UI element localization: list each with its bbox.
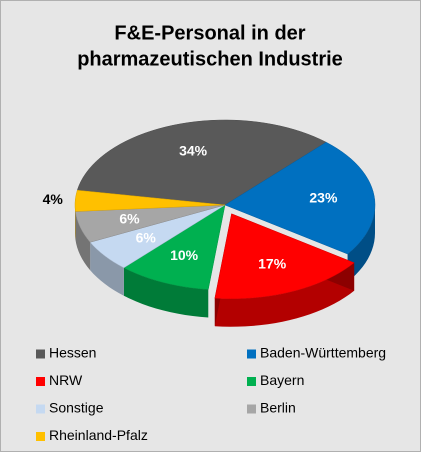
legend-swatch (36, 377, 45, 386)
legend-swatch (36, 350, 45, 359)
value-label: 34% (179, 143, 208, 159)
value-label: 4% (43, 191, 64, 207)
legend-label: NRW (49, 372, 83, 388)
value-label: 17% (258, 256, 287, 272)
legend-label: Bayern (260, 372, 304, 388)
value-label: 6% (119, 210, 140, 226)
chart-title: pharmazeutischen Industrie (77, 48, 343, 70)
legend-label: Baden-Württemberg (260, 345, 386, 361)
legend-label: Sonstige (49, 400, 104, 416)
value-label: 6% (136, 229, 157, 245)
legend-swatch (36, 405, 45, 414)
legend-swatch (36, 432, 45, 441)
legend-label: Hessen (49, 345, 96, 361)
value-label: 10% (170, 247, 199, 263)
legend-swatch (247, 350, 256, 359)
legend-swatch (247, 377, 256, 386)
legend-label: Rheinland-Pfalz (49, 427, 148, 443)
chart-title: F&E-Personal in der (114, 22, 305, 44)
value-label: 23% (309, 190, 338, 206)
legend-swatch (247, 405, 256, 414)
legend-label: Berlin (260, 400, 296, 416)
